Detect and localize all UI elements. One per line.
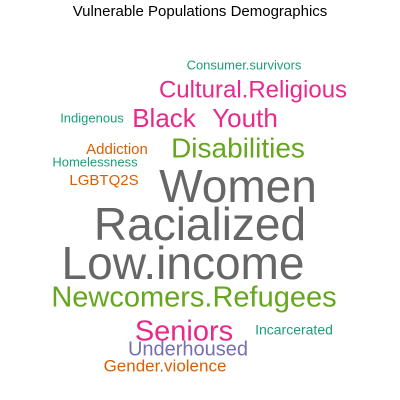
word-low-income: Low.income [62, 237, 305, 289]
word-addiction: Addiction [86, 141, 148, 158]
word-seniors: Seniors [135, 316, 233, 348]
chart-title: Vulnerable Populations Demographics [72, 3, 328, 20]
word-racialized: Racialized [94, 198, 306, 250]
word-consumer-survivors: Consumer.survivors [187, 57, 302, 72]
word-black: Black [132, 103, 197, 133]
word-newcomers-refugees: Newcomers.Refugees [51, 282, 336, 314]
word-women: Women [159, 160, 317, 212]
word-indigenous: Indigenous [60, 110, 124, 125]
word-underhoused: Underhoused [128, 338, 248, 360]
word-cultural-religious: Cultural.Religious [159, 76, 347, 103]
word-lgbtq2s: LGBTQ2S [69, 172, 138, 189]
word-youth: Youth [212, 103, 278, 133]
word-gender-violence: Gender.violence [104, 356, 227, 375]
word-incarcerated: Incarcerated [255, 322, 333, 338]
word-homelessness: Homelessness [52, 154, 138, 169]
word-disabilities: Disabilities [171, 132, 305, 163]
